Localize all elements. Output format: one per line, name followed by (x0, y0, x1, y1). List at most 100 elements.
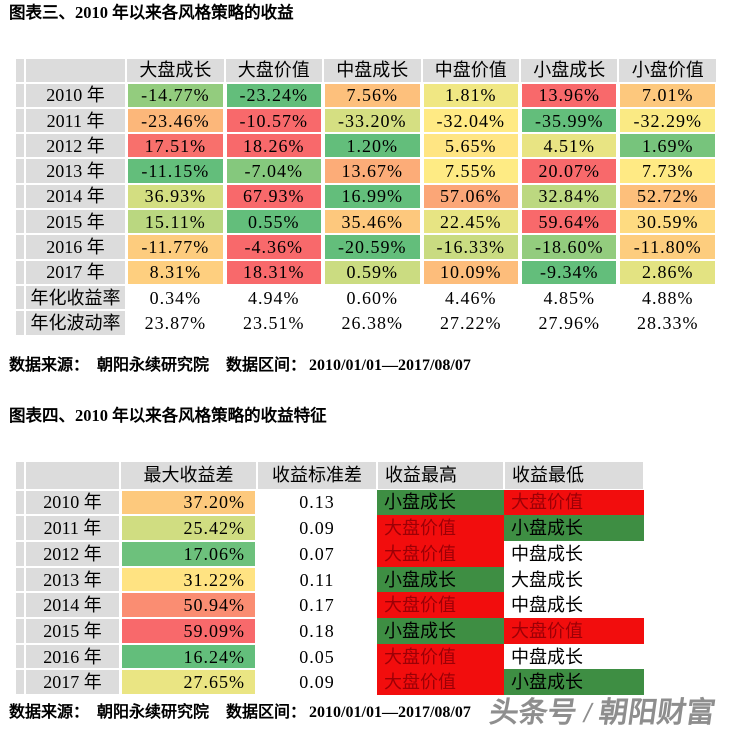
data-row: 2017 年 27.65% 0.09 大盘价值 小盘成长 (15, 669, 644, 696)
row-label: 2013 年 (25, 566, 120, 593)
data-row: 2016 年 -11.77% -4.36% -20.59% -16.33% -18.60%… (15, 234, 717, 260)
std-cell: 0.09 (257, 515, 377, 541)
heatmap-cell: 23.87% (126, 310, 225, 336)
std-cell: 0.11 (257, 566, 377, 593)
worst-style-cell: 大盘价值 (504, 489, 644, 516)
source-label: 数据来源： (9, 704, 90, 721)
std-cell: 0.09 (257, 669, 377, 696)
return-characteristics-table: 最大收益差 收益标准差 收益最高 收益最低 2010 年 37.20% 0.13 小盘成长 大盘… (15, 461, 644, 696)
row-spacer-cell (15, 209, 25, 235)
heatmap-cell: 57.06% (421, 183, 520, 210)
column-header: 大盘价值 (224, 58, 324, 83)
heatmap-cell: 17.51% (126, 133, 225, 159)
row-label: 年化收益率 (25, 284, 127, 311)
heatmap-cell: 22.45% (421, 209, 520, 235)
heatmap-cell: 5.65% (421, 133, 520, 159)
heatmap-cell: 0.59% (323, 259, 422, 285)
heatmap-cell: 4.88% (618, 284, 717, 311)
data-row: 2015 年 59.09% 0.18 小盘成长 大盘价值 (15, 618, 644, 644)
range-value: 2010/01/01—2017/08/07 (309, 704, 471, 721)
column-header: 收益最高 (377, 461, 504, 490)
row-spacer-cell (15, 669, 25, 696)
heatmap-cell: 4.85% (519, 284, 619, 311)
heatmap-cell: 1.20% (323, 133, 422, 159)
column-header: 大盘成长 (126, 58, 225, 83)
row-label: 2013 年 (25, 158, 127, 184)
row-label: 年化波动率 (25, 310, 127, 336)
heatmap-cell: 67.93% (224, 183, 324, 210)
row-label: 2010 年 (25, 489, 120, 516)
data-row: 2011 年 -23.46% -10.57% -33.20% -32.04% -35.99… (15, 107, 717, 134)
worst-style-cell: 小盘成长 (504, 669, 644, 696)
row-spacer-cell (15, 566, 25, 593)
header-row: 大盘成长 大盘价值 中盘成长 中盘价值 小盘成长 小盘价值 (15, 58, 717, 83)
heatmap-cell: 0.60% (323, 284, 422, 311)
heatmap-cell: -35.99% (519, 107, 619, 134)
heatmap-cell: 10.09% (421, 259, 520, 285)
heatmap-cell: 23.51% (224, 310, 324, 336)
std-cell: 0.05 (257, 643, 377, 670)
figure3-title: 图表三、2010 年以来各风格策略的收益 (9, 3, 294, 22)
row-spacer-cell (15, 259, 25, 285)
heatmap-cell: 4.94% (224, 284, 324, 311)
row-label: 2014 年 (25, 592, 120, 619)
heatmap-cell: -11.77% (126, 234, 225, 260)
data-row: 2010 年 37.20% 0.13 小盘成长 大盘价值 (15, 489, 644, 516)
corner-cell (15, 58, 25, 83)
corner-cell (15, 461, 25, 490)
heatmap-cell: 52.72% (618, 183, 717, 210)
heatmap-cell: 7.56% (323, 82, 422, 108)
row-spacer-cell (15, 133, 25, 159)
row-label: 2010 年 (25, 82, 127, 108)
source-value: 朝阳永续研究院 (97, 704, 210, 721)
row-label: 2011 年 (25, 107, 127, 134)
heatmap-cell: 27.96% (519, 310, 619, 336)
heatmap-cell: 1.69% (618, 133, 717, 159)
heatmap-cell: 18.31% (224, 259, 324, 285)
heatmap-cell: 20.07% (519, 158, 619, 184)
heatmap-cell: -14.77% (126, 82, 225, 108)
data-row: 年化波动率 23.87% 23.51% 26.38% 27.22% 27.96% 28.33… (15, 310, 717, 336)
max-spread-cell: 27.65% (120, 669, 257, 696)
row-label: 2012 年 (25, 540, 120, 567)
row-label: 2015 年 (25, 618, 120, 644)
row-spacer-cell (15, 107, 25, 134)
max-spread-cell: 59.09% (120, 618, 257, 644)
worst-style-cell: 大盘价值 (504, 618, 644, 644)
worst-style-cell: 中盘成长 (511, 543, 583, 564)
std-cell: 0.18 (257, 618, 377, 644)
data-row: 2014 年 36.93% 67.93% 16.99% 57.06% 32.84% 52.7… (15, 183, 717, 210)
source-value: 朝阳永续研究院 (97, 357, 210, 374)
data-row: 年化收益率 0.34% 4.94% 0.60% 4.46% 4.85% 4.88% (15, 284, 717, 311)
column-header: 收益标准差 (257, 461, 377, 490)
heatmap-cell: 32.84% (519, 183, 619, 210)
row-label: 2017 年 (25, 669, 120, 696)
std-cell: 0.13 (257, 489, 377, 516)
row-label: 2015 年 (25, 209, 127, 235)
best-style-cell: 大盘价值 (377, 540, 504, 567)
best-style-cell: 小盘成长 (377, 566, 504, 593)
heatmap-cell: 0.55% (224, 209, 324, 235)
column-header: 中盘成长 (323, 58, 422, 83)
corner-cell (25, 58, 127, 83)
worst-style-cell: 小盘成长 (504, 515, 644, 541)
heatmap-cell: -32.04% (421, 107, 520, 134)
data-row: 2017 年 8.31% 18.31% 0.59% 10.09% -9.34% 2.86% (15, 259, 717, 285)
max-spread-cell: 50.94% (120, 592, 257, 619)
row-spacer-cell (15, 489, 25, 516)
row-spacer-cell (15, 234, 25, 260)
heatmap-cell: -23.24% (224, 82, 324, 108)
heatmap-cell: 28.33% (618, 310, 717, 336)
data-row: 2012 年 17.51% 18.26% 1.20% 5.65% 4.51% 1.69% (15, 133, 717, 159)
data-row: 2014 年 50.94% 0.17 大盘价值 中盘成长 (15, 592, 644, 619)
worst-style-cell: 中盘成长 (511, 646, 583, 667)
heatmap-cell: 59.64% (519, 209, 619, 235)
style-returns-heatmap-table: 大盘成长 大盘价值 中盘成长 中盘价值 小盘成长 小盘价值 2010 年 -14.77% -23… (15, 58, 717, 336)
best-style-cell: 大盘价值 (377, 669, 504, 696)
row-spacer-cell (15, 540, 25, 567)
data-row: 2013 年 -11.15% -7.04% 13.67% 7.55% 20.07% 7.73… (15, 158, 717, 184)
heatmap-cell: -32.29% (618, 107, 717, 134)
heatmap-cell: 26.38% (323, 310, 422, 336)
max-spread-cell: 17.06% (120, 540, 257, 567)
